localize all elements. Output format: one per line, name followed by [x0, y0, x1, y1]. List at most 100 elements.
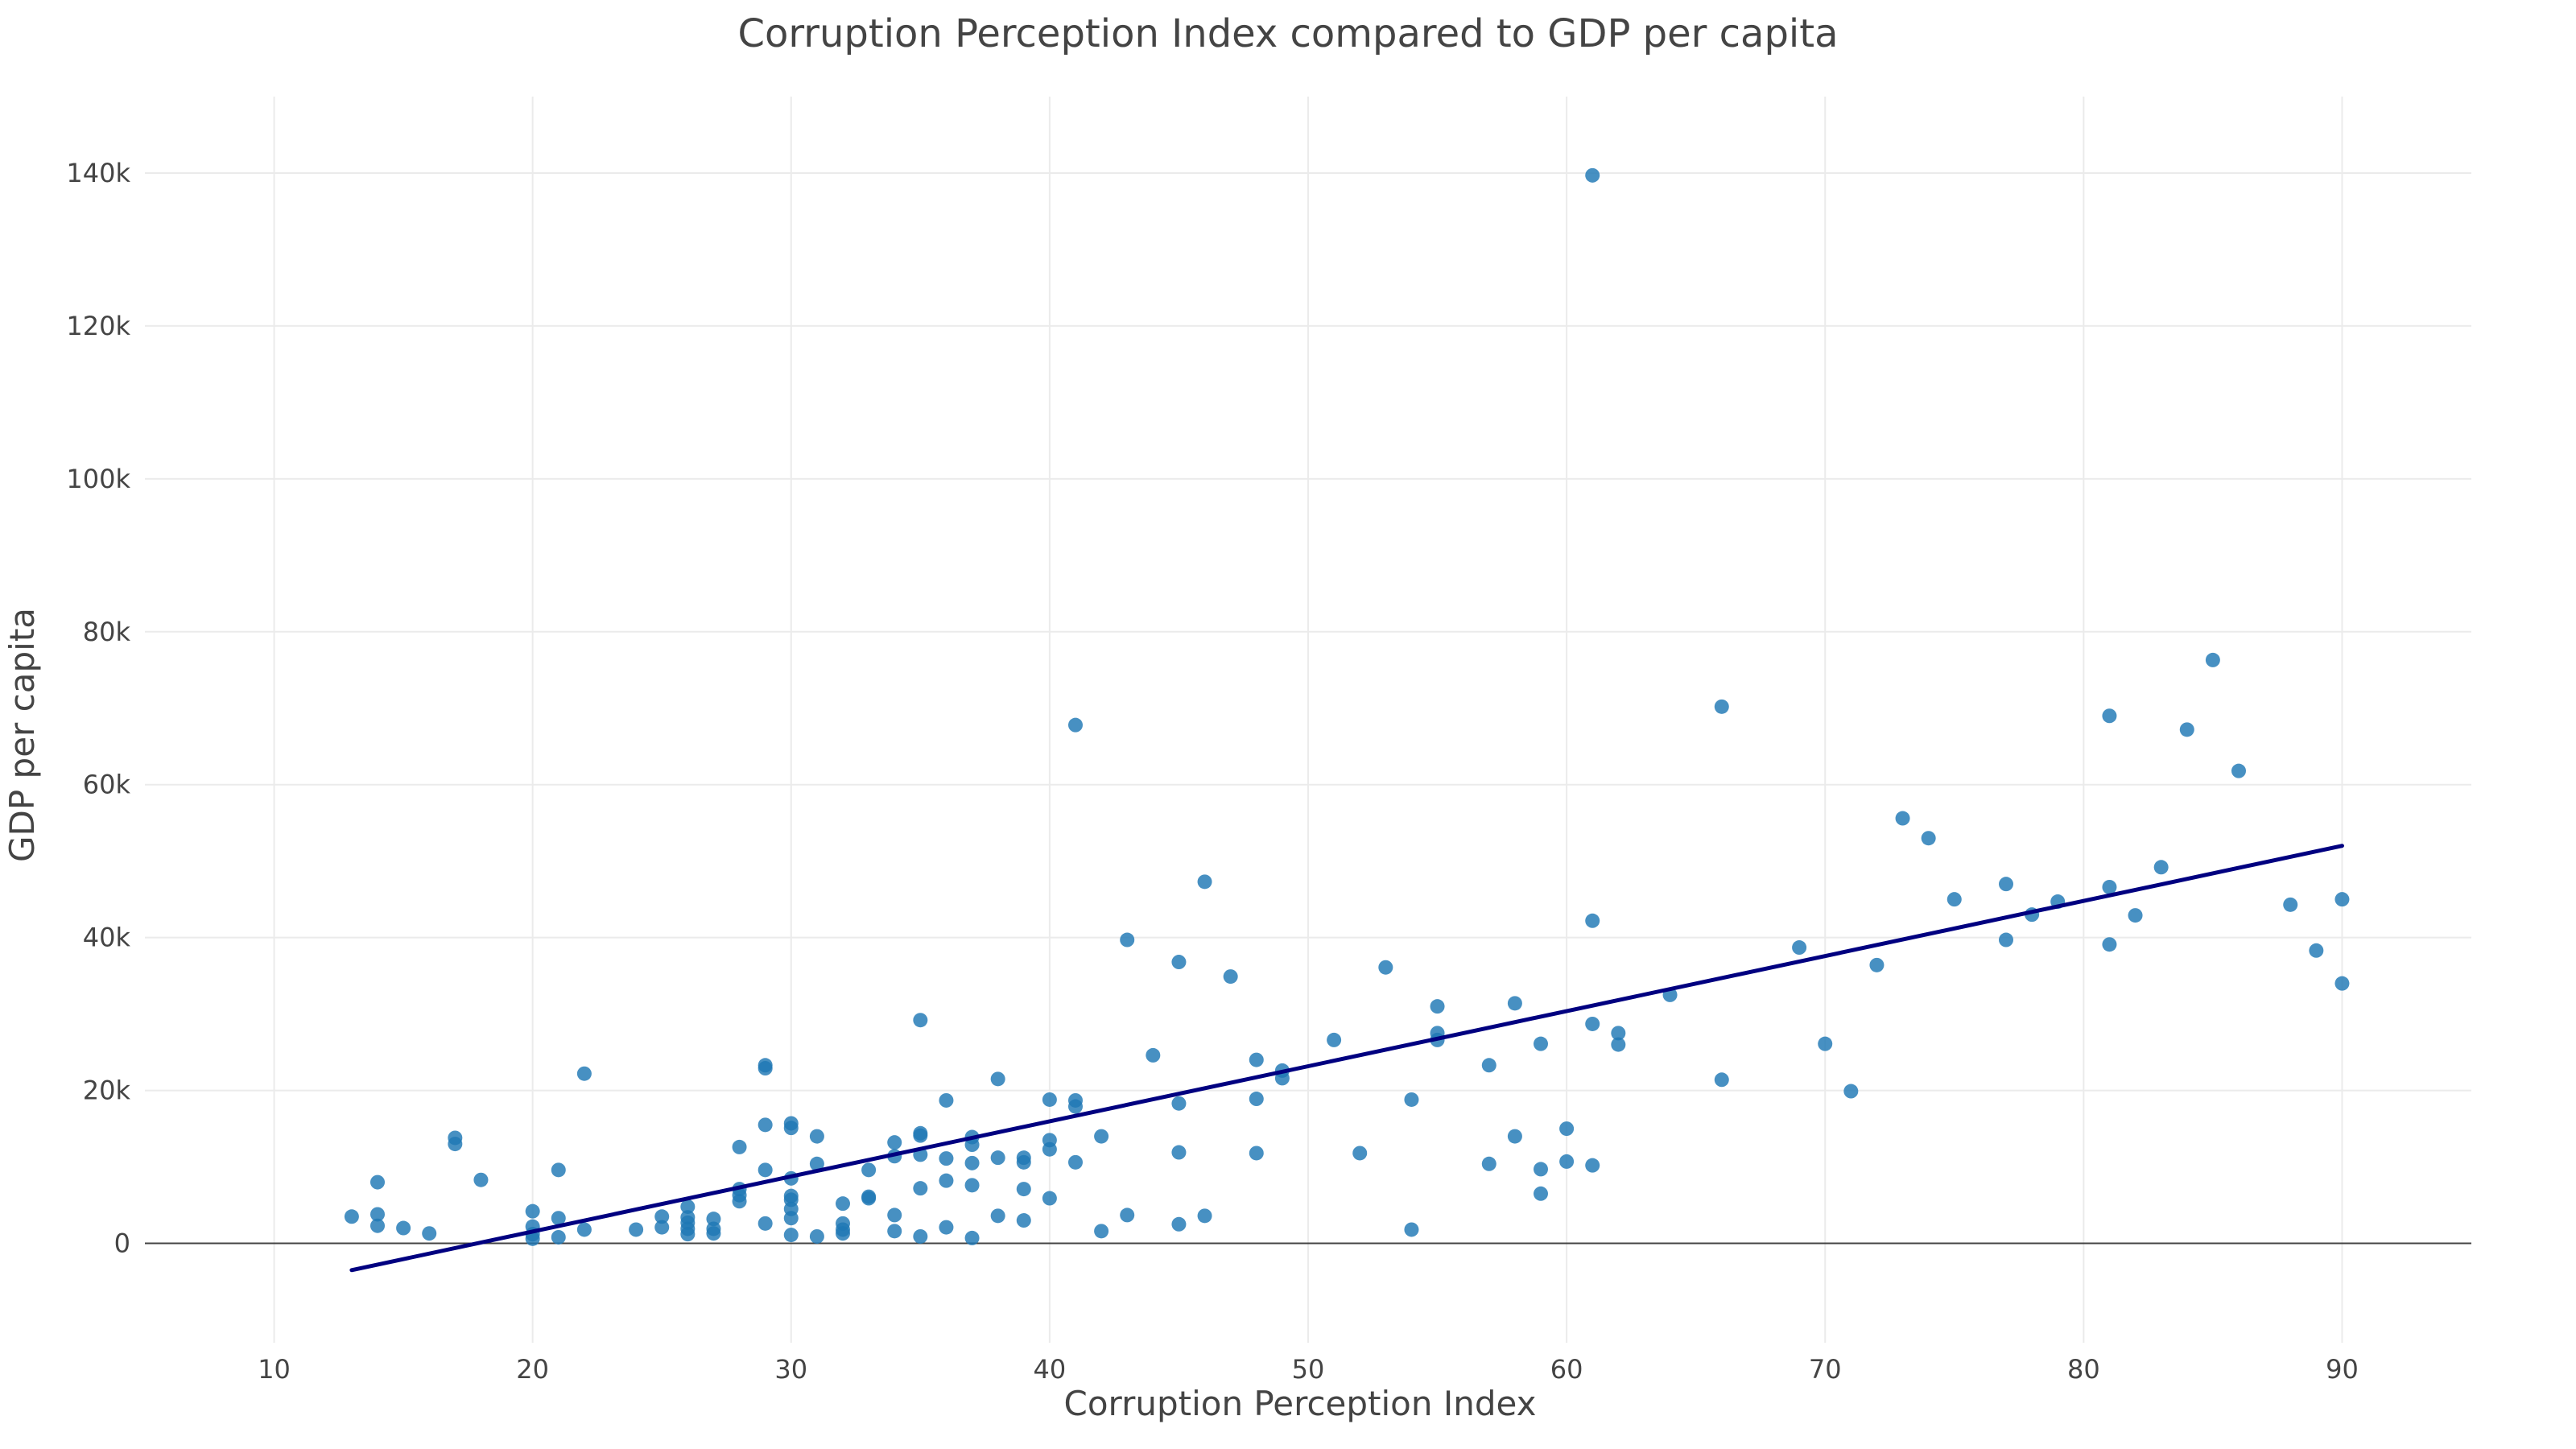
data-point — [836, 1196, 850, 1212]
data-point — [783, 1121, 799, 1136]
data-point — [1171, 1216, 1187, 1232]
data-point — [654, 1220, 670, 1235]
data-point — [1895, 811, 1910, 826]
data-point — [887, 1135, 902, 1150]
data-point — [964, 1178, 980, 1193]
x-tick-label: 80 — [2067, 1354, 2100, 1385]
data-point — [2309, 943, 2324, 958]
data-point — [1274, 1071, 1290, 1086]
data-point — [448, 1137, 463, 1152]
data-point — [2283, 897, 2298, 912]
data-point — [1016, 1154, 1031, 1170]
data-point — [913, 1128, 928, 1143]
data-point — [1042, 1141, 1057, 1157]
x-tick-label: 90 — [2326, 1354, 2359, 1385]
data-point — [1611, 1037, 1626, 1052]
data-points — [344, 167, 2350, 1246]
data-point — [1171, 1145, 1187, 1160]
data-point — [758, 1117, 773, 1133]
data-point — [964, 1137, 980, 1153]
y-tick-label: 20k — [83, 1075, 131, 1106]
data-point — [990, 1208, 1005, 1224]
y-tick-label: 140k — [66, 158, 130, 188]
data-point — [2153, 860, 2169, 875]
data-point — [1068, 1154, 1083, 1170]
data-point — [551, 1211, 566, 1226]
data-point — [1249, 1092, 1264, 1107]
data-point — [1869, 957, 1885, 972]
data-point — [1378, 960, 1393, 975]
data-point — [2231, 763, 2246, 778]
data-point — [939, 1092, 954, 1108]
data-point — [1843, 1084, 1859, 1099]
data-point — [1016, 1182, 1031, 1197]
y-tick-label: 40k — [83, 923, 131, 953]
data-point — [370, 1174, 385, 1190]
data-point — [344, 1209, 359, 1224]
data-point — [1120, 932, 1135, 947]
data-point — [758, 1216, 773, 1231]
data-point — [1249, 1146, 1264, 1161]
data-point — [1534, 1036, 1548, 1051]
data-point — [758, 1061, 773, 1076]
data-point — [1223, 969, 1238, 985]
data-point — [551, 1162, 566, 1178]
data-point — [1818, 1036, 1833, 1051]
data-point — [680, 1199, 696, 1214]
data-point — [1197, 1208, 1212, 1224]
gridlines — [145, 97, 2471, 1343]
data-point — [551, 1229, 566, 1245]
data-point — [913, 1228, 928, 1244]
data-point — [1534, 1186, 1548, 1201]
data-point — [809, 1156, 824, 1171]
data-point — [964, 1230, 980, 1245]
data-point — [1016, 1213, 1031, 1228]
data-point — [1249, 1052, 1264, 1067]
data-point — [1120, 1208, 1135, 1223]
data-point — [1507, 996, 1522, 1011]
data-point — [2334, 892, 2350, 907]
data-point — [1585, 1016, 1600, 1031]
tick-labels: 10 20 30 40 50 60 70 80 90 0 20k 40k 60k 80k 100k 120k 1… — [66, 158, 2358, 1385]
data-point — [525, 1231, 540, 1246]
data-point — [1921, 831, 1936, 846]
data-point — [1714, 1072, 1729, 1088]
data-point — [680, 1227, 696, 1242]
data-point — [525, 1203, 540, 1219]
data-point — [758, 1162, 773, 1178]
data-point — [783, 1228, 799, 1243]
data-point — [706, 1226, 721, 1241]
data-point — [706, 1212, 721, 1227]
x-tick-label: 70 — [1809, 1354, 1842, 1385]
data-point — [396, 1220, 411, 1236]
data-point — [2205, 652, 2220, 667]
y-tick-label: 100k — [66, 464, 130, 494]
x-tick-label: 60 — [1550, 1354, 1583, 1385]
data-point — [1999, 877, 2013, 892]
data-point — [2179, 722, 2194, 737]
data-point — [2102, 937, 2117, 952]
data-point — [1481, 1156, 1496, 1171]
data-point — [1094, 1224, 1109, 1239]
data-point — [629, 1222, 644, 1237]
trendline-group — [349, 844, 2344, 1273]
data-point — [576, 1222, 592, 1237]
data-point — [990, 1071, 1005, 1087]
x-tick-label: 40 — [1034, 1354, 1067, 1385]
y-axis-title: GDP per capita — [2, 608, 42, 862]
data-point — [1611, 1026, 1626, 1041]
data-point — [1946, 892, 1962, 907]
data-point — [1068, 1099, 1083, 1114]
data-point — [1042, 1191, 1057, 1206]
x-axis-title: Corruption Perception Index — [1064, 1384, 1537, 1423]
data-point — [2102, 879, 2117, 894]
data-point — [809, 1129, 824, 1144]
data-point — [1042, 1092, 1057, 1107]
data-point — [1481, 1058, 1496, 1073]
x-tick-label: 50 — [1292, 1354, 1325, 1385]
data-point — [783, 1211, 799, 1226]
data-point — [1094, 1129, 1109, 1144]
data-point — [732, 1194, 747, 1209]
x-tick-label: 20 — [516, 1354, 549, 1385]
